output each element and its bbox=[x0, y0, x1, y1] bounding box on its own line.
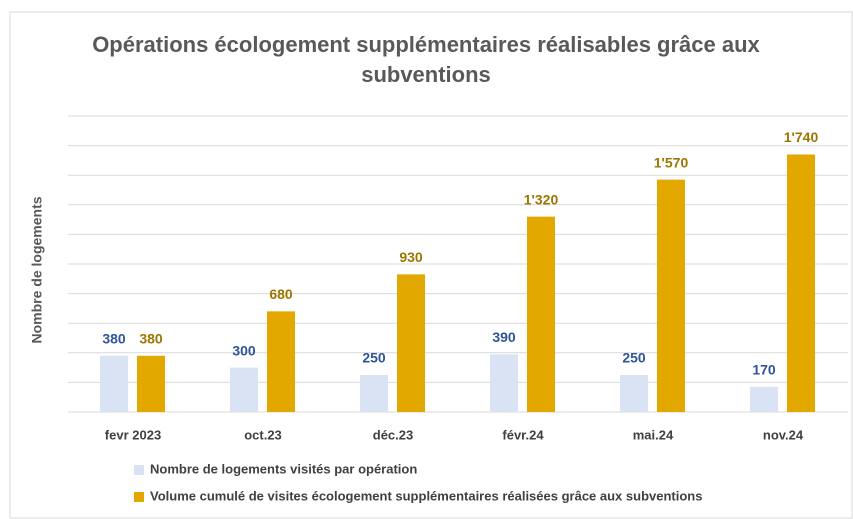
chart-border bbox=[9, 11, 853, 519]
bar bbox=[360, 375, 388, 412]
x-tick-label: déc.23 bbox=[373, 427, 413, 442]
data-label: 380 bbox=[102, 330, 126, 346]
bar bbox=[100, 355, 128, 412]
x-tick-label: nov.24 bbox=[763, 427, 804, 442]
data-label: 250 bbox=[622, 350, 646, 366]
bar bbox=[527, 216, 555, 412]
data-label: 380 bbox=[139, 330, 163, 346]
x-tick-label: oct.23 bbox=[244, 427, 282, 442]
legend-label: Volume cumulé de visites écologement sup… bbox=[150, 488, 702, 503]
y-axis-label: Nombre de logements bbox=[29, 196, 45, 343]
bar bbox=[787, 154, 815, 413]
bar bbox=[137, 355, 165, 412]
bar bbox=[397, 274, 425, 412]
data-label: 1'740 bbox=[784, 129, 819, 145]
chart-title: Opérations écologement supplémentaires r… bbox=[92, 32, 760, 87]
legend-swatch bbox=[134, 492, 144, 502]
data-label: 250 bbox=[362, 350, 386, 366]
data-label: 930 bbox=[399, 249, 423, 265]
data-label: 1'320 bbox=[524, 191, 559, 207]
bar bbox=[230, 367, 258, 412]
data-label: 390 bbox=[492, 329, 516, 345]
x-tick-label: févr.24 bbox=[502, 427, 544, 442]
bar bbox=[490, 354, 518, 412]
x-tick-label: fevr 2023 bbox=[105, 427, 161, 442]
legend-swatch bbox=[134, 465, 144, 475]
bar bbox=[657, 179, 685, 412]
data-label: 300 bbox=[232, 342, 256, 358]
data-label: 680 bbox=[269, 286, 293, 302]
data-label: 170 bbox=[752, 362, 776, 378]
data-label: 1'570 bbox=[654, 154, 689, 170]
bar bbox=[267, 311, 295, 412]
bar bbox=[620, 375, 648, 412]
legend-label: Nombre de logements visités par opératio… bbox=[150, 461, 417, 476]
bar bbox=[750, 386, 778, 412]
x-tick-label: mai.24 bbox=[633, 427, 674, 442]
